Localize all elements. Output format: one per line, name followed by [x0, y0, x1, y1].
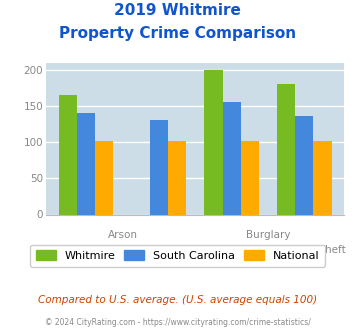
Text: Compared to U.S. average. (U.S. average equals 100): Compared to U.S. average. (U.S. average … [38, 295, 317, 305]
Bar [59, 95, 77, 214]
Bar [204, 70, 223, 214]
Text: All Property Crime: All Property Crime [39, 245, 134, 255]
Bar [168, 142, 186, 214]
Bar [295, 116, 313, 214]
Text: © 2024 CityRating.com - https://www.cityrating.com/crime-statistics/: © 2024 CityRating.com - https://www.city… [45, 318, 310, 327]
Bar [77, 113, 95, 214]
Bar [277, 84, 295, 214]
Text: Motor Vehicle Theft: Motor Vehicle Theft [145, 245, 246, 255]
Text: Larceny & Theft: Larceny & Theft [263, 245, 346, 255]
Legend: Whitmire, South Carolina, National: Whitmire, South Carolina, National [30, 245, 325, 267]
Text: Burglary: Burglary [246, 230, 290, 240]
Bar [150, 120, 168, 214]
Text: Property Crime Comparison: Property Crime Comparison [59, 26, 296, 41]
Text: 2019 Whitmire: 2019 Whitmire [114, 3, 241, 18]
Text: Arson: Arson [108, 230, 137, 240]
Bar [95, 142, 114, 214]
Bar [241, 142, 259, 214]
Bar [223, 102, 241, 214]
Bar [313, 142, 332, 214]
